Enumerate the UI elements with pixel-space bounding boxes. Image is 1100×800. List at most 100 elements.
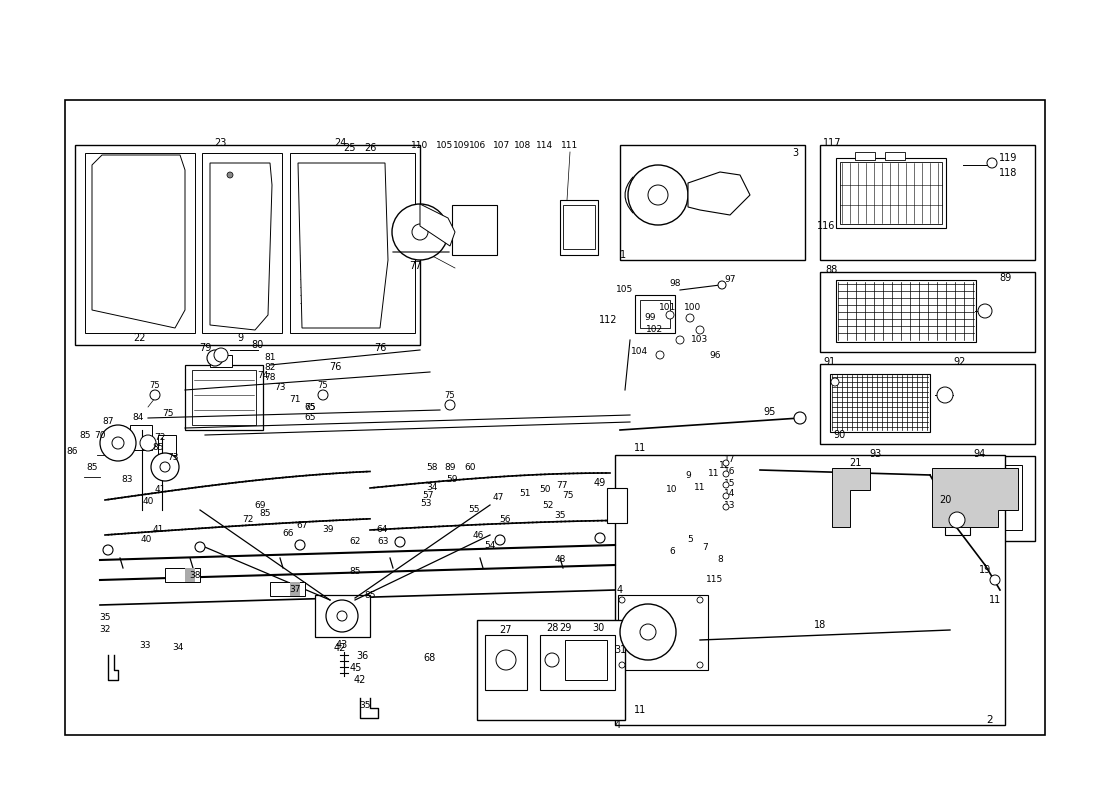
Circle shape	[100, 425, 136, 461]
Text: 114: 114	[537, 141, 553, 150]
Text: 66: 66	[283, 529, 294, 538]
Text: 7: 7	[702, 543, 708, 553]
Text: 3: 3	[792, 148, 799, 158]
Text: 32: 32	[99, 626, 111, 634]
Text: 42: 42	[354, 675, 366, 685]
Circle shape	[648, 185, 668, 205]
Bar	[820, 364, 1035, 444]
Text: 5: 5	[688, 535, 693, 545]
Text: 20: 20	[938, 495, 952, 505]
Circle shape	[794, 412, 806, 424]
Circle shape	[112, 437, 124, 449]
Circle shape	[628, 165, 688, 225]
Bar	[930, 465, 1022, 530]
Circle shape	[723, 504, 729, 510]
Text: 12: 12	[719, 461, 730, 470]
Circle shape	[718, 281, 726, 289]
Circle shape	[195, 542, 205, 552]
Text: 89: 89	[444, 463, 455, 473]
Text: 28: 28	[546, 623, 558, 633]
Circle shape	[619, 662, 625, 668]
Text: 93: 93	[869, 449, 881, 459]
Text: 69: 69	[254, 501, 266, 510]
Bar	[855, 152, 875, 160]
Text: 112: 112	[598, 315, 617, 325]
Text: 72: 72	[242, 515, 254, 525]
Bar	[165, 568, 200, 582]
Circle shape	[495, 535, 505, 545]
Circle shape	[595, 533, 605, 543]
Bar	[560, 200, 598, 255]
Bar	[565, 640, 607, 680]
Text: 79: 79	[199, 343, 211, 353]
Text: 15: 15	[724, 478, 736, 487]
Bar	[100, 231, 160, 239]
Circle shape	[620, 604, 676, 660]
Text: 63: 63	[377, 538, 388, 546]
Text: 47: 47	[493, 494, 504, 502]
Bar	[290, 582, 300, 596]
Text: 38: 38	[189, 570, 200, 579]
Text: 96: 96	[710, 350, 720, 359]
Circle shape	[295, 540, 305, 550]
Text: 77: 77	[557, 481, 568, 490]
Text: 23: 23	[213, 138, 227, 148]
Text: 21: 21	[849, 458, 861, 468]
Bar	[635, 295, 675, 333]
Text: 8: 8	[717, 555, 723, 565]
Bar	[100, 217, 160, 225]
Text: 22: 22	[134, 333, 146, 343]
Text: 25: 25	[343, 143, 356, 153]
Bar	[158, 435, 176, 455]
Text: 51: 51	[519, 489, 530, 498]
Bar	[830, 374, 930, 432]
Text: 68: 68	[424, 653, 436, 663]
Text: 31: 31	[614, 645, 626, 655]
Text: 118: 118	[999, 168, 1018, 178]
Text: 98: 98	[669, 278, 681, 287]
Text: 57: 57	[422, 490, 433, 499]
Text: 76: 76	[329, 362, 341, 372]
Polygon shape	[932, 468, 1018, 527]
Circle shape	[446, 400, 455, 410]
Text: 95: 95	[763, 407, 777, 417]
Polygon shape	[210, 163, 272, 330]
Text: 30: 30	[592, 623, 604, 633]
Text: 82: 82	[264, 363, 276, 373]
Text: 78: 78	[264, 374, 276, 382]
Bar	[85, 153, 195, 333]
Text: 29: 29	[559, 623, 571, 633]
Text: 52: 52	[542, 501, 553, 510]
Bar	[192, 370, 256, 425]
Bar	[840, 162, 942, 224]
Text: 35: 35	[99, 614, 111, 622]
Text: 1: 1	[620, 250, 626, 260]
Circle shape	[151, 453, 179, 481]
Text: 40: 40	[141, 535, 152, 545]
Circle shape	[496, 650, 516, 670]
Text: 84: 84	[132, 414, 144, 422]
Text: 105: 105	[616, 286, 634, 294]
Circle shape	[723, 482, 729, 488]
Bar	[100, 259, 160, 267]
Circle shape	[326, 600, 358, 632]
Text: 56: 56	[499, 515, 510, 525]
Text: eurospares: eurospares	[585, 563, 814, 597]
Text: 14: 14	[724, 490, 736, 498]
Text: 75: 75	[150, 381, 161, 390]
Polygon shape	[92, 155, 185, 328]
Text: 87: 87	[102, 418, 113, 426]
Text: 67: 67	[296, 521, 308, 530]
Bar	[485, 635, 527, 690]
Circle shape	[686, 314, 694, 322]
Bar	[886, 152, 905, 160]
Text: 72: 72	[154, 433, 166, 442]
Circle shape	[697, 662, 703, 668]
Bar	[820, 456, 1035, 541]
Text: 115: 115	[706, 575, 724, 585]
Text: 11: 11	[708, 469, 719, 478]
Text: 4: 4	[615, 720, 622, 730]
Text: 83: 83	[121, 475, 133, 485]
Text: 60: 60	[464, 463, 475, 473]
Bar	[640, 300, 670, 328]
